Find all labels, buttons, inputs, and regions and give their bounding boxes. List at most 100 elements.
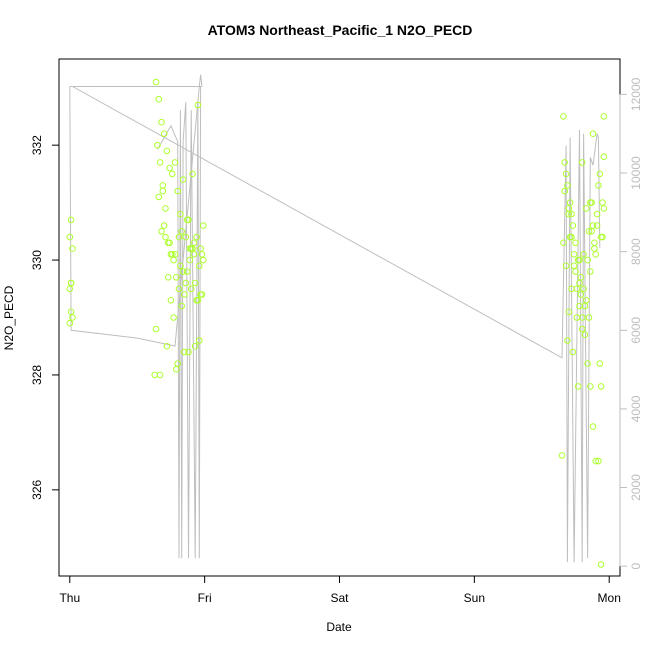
data-point bbox=[593, 210, 601, 218]
data-point bbox=[599, 199, 606, 206]
data-point bbox=[596, 360, 604, 367]
data-point bbox=[160, 222, 168, 229]
data-point bbox=[66, 319, 74, 327]
data-point bbox=[573, 314, 581, 321]
data-point bbox=[158, 118, 165, 126]
data-point bbox=[564, 337, 571, 344]
data-point bbox=[584, 256, 591, 264]
data-point bbox=[592, 457, 600, 465]
data-point bbox=[170, 314, 177, 321]
data-point bbox=[171, 251, 179, 258]
data-point bbox=[600, 205, 608, 212]
data-point bbox=[163, 342, 171, 350]
data-point bbox=[585, 228, 593, 235]
data-point bbox=[181, 291, 188, 298]
data-point bbox=[182, 279, 190, 287]
data-point bbox=[587, 199, 594, 206]
right-y-tick-label: 4000 bbox=[629, 395, 643, 422]
data-point bbox=[156, 371, 164, 379]
data-point bbox=[574, 383, 582, 390]
y-tick-label: 332 bbox=[30, 135, 44, 155]
data-point bbox=[592, 251, 600, 258]
data-point bbox=[200, 222, 207, 229]
data-point bbox=[565, 308, 573, 316]
data-point bbox=[191, 279, 199, 287]
data-point bbox=[197, 245, 204, 252]
data-point bbox=[190, 239, 198, 247]
data-point bbox=[66, 233, 74, 241]
series-line-2 bbox=[156, 86, 202, 559]
data-point bbox=[578, 159, 586, 166]
data-point bbox=[182, 233, 190, 241]
data-point bbox=[599, 233, 606, 241]
data-point bbox=[156, 159, 164, 166]
data-point bbox=[562, 170, 570, 178]
data-point bbox=[572, 268, 579, 275]
data-point bbox=[193, 297, 200, 304]
data-point bbox=[589, 423, 597, 430]
data-point bbox=[568, 285, 575, 293]
data-point bbox=[560, 113, 567, 120]
data-point bbox=[561, 159, 569, 166]
data-point bbox=[568, 210, 575, 218]
series-line-1 bbox=[69, 74, 601, 563]
data-point bbox=[569, 348, 577, 356]
data-point bbox=[189, 170, 196, 178]
data-point bbox=[155, 193, 163, 201]
right-y-tick-label: 10000 bbox=[629, 156, 643, 190]
data-point bbox=[578, 325, 586, 333]
data-point bbox=[566, 233, 574, 241]
data-point bbox=[570, 251, 578, 258]
data-point bbox=[597, 383, 605, 390]
data-point bbox=[171, 159, 179, 166]
data-point bbox=[562, 262, 570, 270]
data-point bbox=[193, 233, 200, 241]
data-point bbox=[595, 182, 602, 189]
data-point bbox=[581, 331, 589, 339]
data-point bbox=[186, 245, 194, 252]
data-point bbox=[178, 228, 185, 235]
data-point bbox=[584, 360, 591, 367]
data-point bbox=[177, 262, 184, 270]
data-point bbox=[69, 245, 76, 252]
data-point bbox=[181, 348, 188, 356]
data-point bbox=[167, 297, 175, 304]
data-point bbox=[196, 262, 203, 270]
data-point bbox=[173, 365, 180, 373]
right-y-tick-label: 0 bbox=[629, 563, 643, 570]
right-y-tick-label: 6000 bbox=[629, 317, 643, 344]
data-point bbox=[558, 452, 566, 459]
right-y-tick-label: 8000 bbox=[629, 238, 643, 265]
data-point bbox=[185, 348, 192, 356]
data-point bbox=[581, 302, 589, 310]
data-point bbox=[152, 325, 160, 333]
data-point bbox=[600, 153, 608, 160]
data-point bbox=[561, 187, 569, 195]
data-point bbox=[163, 147, 171, 155]
data-point bbox=[183, 216, 191, 224]
data-point bbox=[597, 561, 605, 568]
data-point bbox=[175, 233, 183, 241]
y-tick-label: 328 bbox=[30, 365, 44, 385]
x-tick-label: Fri bbox=[198, 591, 212, 605]
data-point bbox=[190, 251, 198, 258]
x-tick-label: Thu bbox=[59, 591, 80, 605]
data-point bbox=[196, 337, 203, 344]
data-point bbox=[177, 210, 184, 218]
data-point bbox=[69, 314, 76, 321]
data-point bbox=[154, 141, 161, 149]
data-point bbox=[566, 199, 574, 206]
x-tick-label: Mon bbox=[598, 591, 621, 605]
data-point bbox=[595, 457, 602, 465]
data-point bbox=[565, 210, 573, 218]
data-point bbox=[569, 222, 577, 229]
right-y-tick-label: 2000 bbox=[629, 474, 643, 501]
data-point bbox=[159, 182, 167, 189]
y-axis-label: N2O_PECD bbox=[2, 285, 16, 350]
data-point bbox=[155, 95, 163, 103]
data-point bbox=[169, 251, 176, 258]
data-point bbox=[186, 256, 194, 264]
data-point bbox=[583, 205, 590, 212]
y-tick-label: 330 bbox=[30, 250, 44, 270]
data-point bbox=[589, 222, 597, 229]
